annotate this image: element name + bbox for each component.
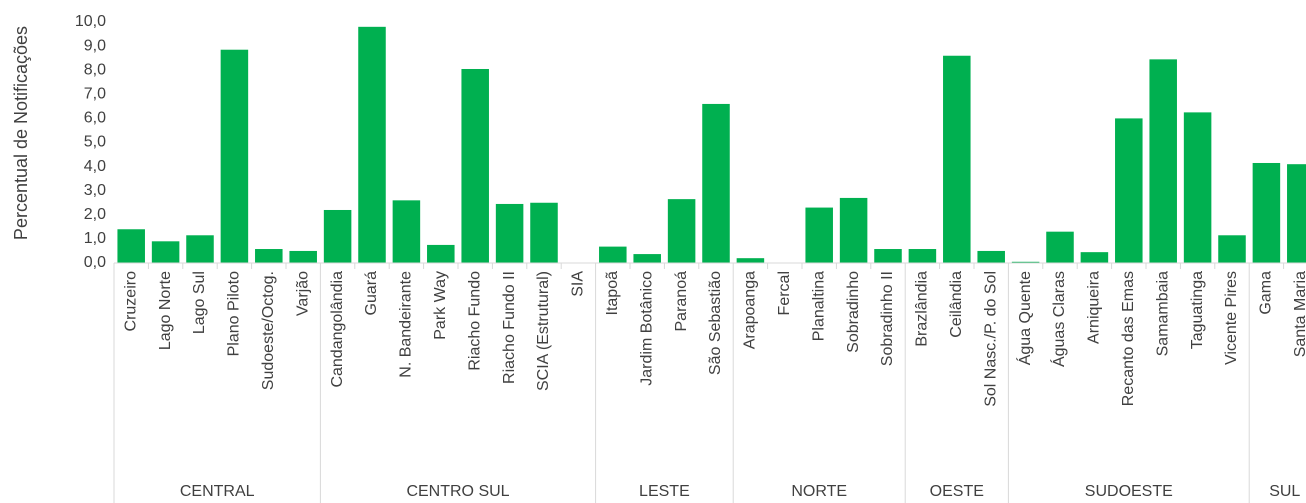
x-tick-label: Sol Nasc./P. do Sol bbox=[982, 271, 999, 407]
bar bbox=[839, 197, 868, 263]
x-tick-label: Sobradinho bbox=[845, 271, 862, 353]
x-tick-label: SIA bbox=[570, 271, 587, 297]
bar bbox=[392, 200, 421, 263]
y-tick-label: 5,0 bbox=[84, 134, 106, 151]
bar bbox=[117, 229, 145, 263]
group-label: SUL bbox=[1269, 483, 1300, 500]
group-label: SUDOESTE bbox=[1085, 483, 1173, 500]
x-tick-label: Fercal bbox=[776, 271, 793, 315]
y-tick-label: 9,0 bbox=[84, 37, 106, 54]
bar bbox=[255, 249, 283, 263]
bar bbox=[736, 258, 765, 263]
bar bbox=[1080, 252, 1109, 263]
y-tick-label: 0,0 bbox=[84, 254, 106, 271]
bar bbox=[186, 235, 214, 263]
x-tick-label: Santa Maria bbox=[1292, 271, 1306, 357]
x-tick-label: Lago Norte bbox=[157, 271, 174, 350]
bar bbox=[1218, 235, 1246, 263]
x-tick-label: Água Quente bbox=[1015, 271, 1034, 365]
x-tick-label: Riacho Fundo II bbox=[501, 271, 518, 384]
bar bbox=[151, 241, 180, 263]
bar bbox=[977, 250, 1005, 263]
x-tick-label: Gama bbox=[1258, 271, 1275, 315]
bar bbox=[323, 209, 352, 263]
x-tick-label: Park Way bbox=[432, 271, 449, 340]
bar bbox=[358, 26, 386, 263]
bar bbox=[1287, 164, 1306, 263]
bar bbox=[667, 199, 696, 263]
bar bbox=[1183, 112, 1212, 263]
x-tick-label: Sobradinho II bbox=[879, 271, 896, 366]
x-tick-label: Águas Claras bbox=[1049, 271, 1068, 367]
y-tick-label: 6,0 bbox=[84, 110, 106, 127]
bar bbox=[1149, 59, 1177, 264]
bar bbox=[427, 244, 455, 263]
bar bbox=[874, 249, 902, 263]
x-tick-label: Cruzeiro bbox=[122, 271, 139, 332]
y-tick-label: 2,0 bbox=[84, 206, 106, 223]
y-axis-label: Percentual de Notificações bbox=[11, 26, 31, 240]
x-tick-label: Candangolândia bbox=[329, 271, 346, 388]
bar bbox=[805, 207, 833, 263]
x-tick-label: Planaltina bbox=[810, 271, 827, 341]
x-tick-label: São Sebastião bbox=[707, 271, 724, 375]
x-tick-label: Ceilândia bbox=[948, 271, 965, 338]
x-tick-label: Itapoã bbox=[604, 271, 621, 316]
y-tick-label: 3,0 bbox=[84, 182, 106, 199]
bar bbox=[220, 49, 249, 264]
bar bbox=[908, 249, 937, 263]
group-label: LESTE bbox=[639, 483, 690, 500]
x-tick-label: Brazlândia bbox=[914, 271, 931, 347]
y-tick-label: 4,0 bbox=[84, 158, 106, 175]
group-label: CENTRO SUL bbox=[406, 483, 509, 500]
bar bbox=[1011, 261, 1040, 263]
x-tick-label: Paranoá bbox=[673, 271, 690, 332]
x-tick-label: N. Bandeirante bbox=[398, 271, 415, 378]
x-tick-label: Guará bbox=[363, 271, 380, 316]
bar bbox=[461, 68, 489, 264]
group-label: NORTE bbox=[791, 483, 847, 500]
bar bbox=[530, 202, 558, 263]
x-tick-label: Recanto das Emas bbox=[1120, 271, 1137, 406]
group-label: OESTE bbox=[930, 483, 984, 500]
bar bbox=[289, 250, 317, 263]
x-tick-label: Riacho Fundo bbox=[466, 271, 483, 371]
bar bbox=[1046, 231, 1074, 263]
bar bbox=[495, 203, 524, 263]
y-tick-label: 7,0 bbox=[84, 86, 106, 103]
x-tick-label: Samambaia bbox=[1154, 271, 1171, 356]
x-tick-label: Sudoeste/Octog. bbox=[260, 271, 277, 390]
bar bbox=[702, 103, 730, 263]
y-tick-label: 1,0 bbox=[84, 230, 106, 247]
x-tick-label: Arapoanga bbox=[742, 271, 759, 349]
x-tick-label: Arniqueira bbox=[1086, 271, 1103, 344]
group-label: CENTRAL bbox=[180, 483, 255, 500]
x-tick-label: Plano Piloto bbox=[226, 271, 243, 356]
x-tick-label: Jardim Botânico bbox=[638, 271, 655, 386]
y-tick-label: 8,0 bbox=[84, 61, 106, 78]
bar bbox=[943, 55, 971, 263]
x-tick-label: Taguatinga bbox=[1189, 271, 1206, 349]
bar bbox=[599, 246, 627, 263]
x-tick-label: Varjão bbox=[294, 271, 311, 316]
bar bbox=[1115, 118, 1143, 264]
x-tick-label: Lago Sul bbox=[191, 271, 208, 334]
bar bbox=[1252, 162, 1281, 263]
y-tick-label: 10,0 bbox=[75, 13, 106, 30]
x-tick-label: SCIA (Estrutural) bbox=[535, 271, 552, 391]
bar bbox=[633, 254, 661, 263]
x-tick-label: Vicente Pires bbox=[1223, 271, 1240, 365]
